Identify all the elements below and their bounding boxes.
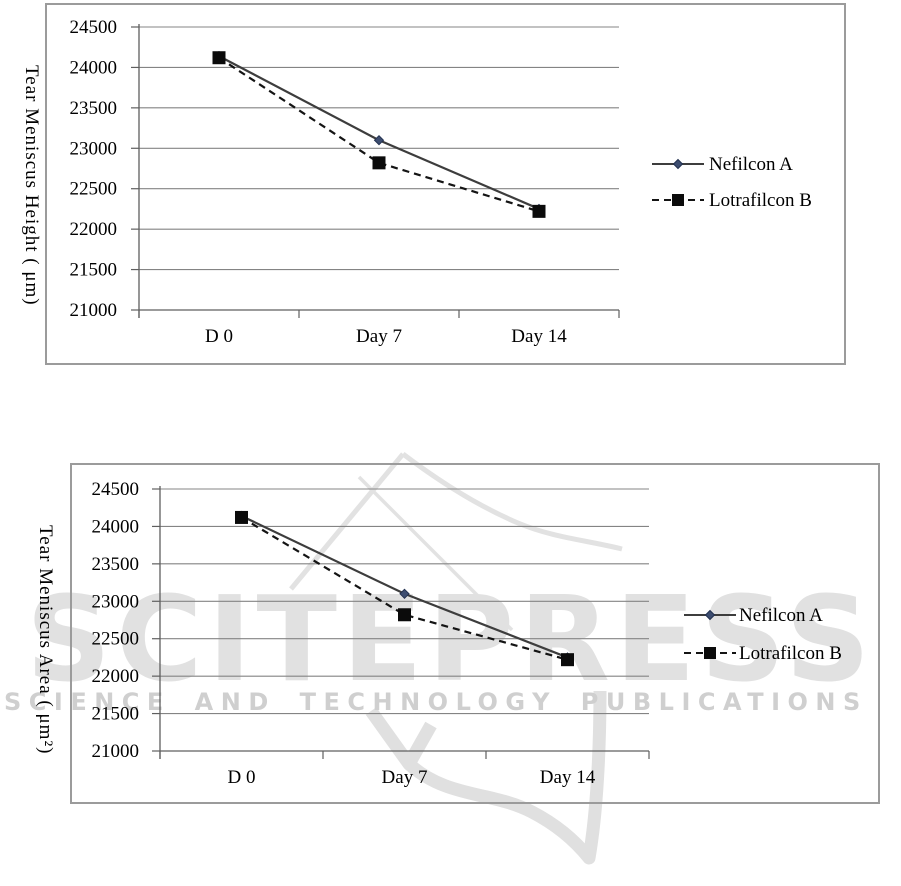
series-marker-diamond xyxy=(704,609,716,621)
logo-inner-diagonal xyxy=(357,475,514,632)
chart2-tear-meniscus-area: 24500 24000 23500 23000 22500 22000 21500 21000… xyxy=(70,463,880,804)
series-marker-diamond xyxy=(399,588,410,600)
y-tick-label: 22500 xyxy=(70,179,118,200)
series-line-nefilcon-a xyxy=(218,55,540,210)
series-marker-square xyxy=(398,608,411,622)
x-category-label: Day 7 xyxy=(356,326,402,347)
legend-label: Lotrafilcon B xyxy=(709,190,812,211)
x-category-label: D 0 xyxy=(205,326,233,347)
chart1-tear-meniscus-height: 24500 24000 23500 23000 22500 22000 21500 21000… xyxy=(45,3,846,365)
series-marker-square xyxy=(672,194,684,206)
chart1-y-axis-title: Tear Meniscus Height ( μm) xyxy=(21,64,42,306)
x-category-label: D 0 xyxy=(228,767,256,788)
y-tick-label: 23500 xyxy=(92,554,140,575)
x-category-label: Day 14 xyxy=(540,767,596,788)
series-line-lotrafilcon-b xyxy=(218,56,540,213)
logo-checkmark-arm xyxy=(403,721,437,768)
y-tick-label: 21000 xyxy=(92,741,140,762)
y-tick-label: 24000 xyxy=(92,516,140,537)
y-tick-label: 21500 xyxy=(70,260,118,281)
y-tick-label: 24500 xyxy=(92,479,140,500)
legend-entry: Nefilcon A xyxy=(652,154,793,175)
series-marker-square xyxy=(212,51,226,65)
y-tick-label: 21500 xyxy=(92,704,140,725)
legend-label: Nefilcon A xyxy=(739,605,823,626)
y-tick-label: 22000 xyxy=(92,666,140,687)
watermark-tagline-text: SCIENCE AND TECHNOLOGY PUBLICATIONS xyxy=(4,688,868,716)
chart2-plot: 24500 24000 23500 23000 22500 22000 21500 21000… xyxy=(92,479,842,788)
series-marker-diamond xyxy=(373,134,385,146)
series-marker-square xyxy=(532,204,546,218)
series-marker-square xyxy=(704,647,716,659)
y-tick-label: 22500 xyxy=(92,629,140,650)
legend-label: Lotrafilcon B xyxy=(739,643,842,664)
series-line-lotrafilcon-b xyxy=(240,516,568,661)
y-tick-label: 24500 xyxy=(70,17,118,38)
x-category-label: Day 7 xyxy=(382,767,428,788)
y-tick-label: 24000 xyxy=(70,57,118,78)
logo-checkmark-swoosh xyxy=(365,690,607,865)
y-tick-label: 23000 xyxy=(70,138,118,159)
series-marker-diamond xyxy=(672,158,684,170)
legend-entry: Lotrafilcon B xyxy=(652,190,812,211)
logo-peak-right-swoosh xyxy=(401,452,623,552)
y-tick-label: 23000 xyxy=(92,591,140,612)
x-category-label: Day 14 xyxy=(511,326,567,347)
series-marker-square xyxy=(561,653,574,667)
legend-entry: Lotrafilcon B xyxy=(684,643,842,664)
series-marker-square xyxy=(372,156,386,170)
chart1-plot: 24500 24000 23500 23000 22500 22000 21500 21000… xyxy=(70,17,812,347)
series-marker-square xyxy=(235,510,248,524)
y-tick-label: 22000 xyxy=(70,219,118,240)
legend-label: Nefilcon A xyxy=(709,154,793,175)
legend-entry: Nefilcon A xyxy=(684,605,823,626)
y-tick-label: 23500 xyxy=(70,98,118,119)
logo-peak-left-stroke xyxy=(289,452,405,591)
series-line-nefilcon-a xyxy=(241,514,568,659)
chart2-y-axis-title: Tear Meniscus Area ( μm²) xyxy=(35,525,56,755)
y-tick-label: 21000 xyxy=(70,300,118,321)
